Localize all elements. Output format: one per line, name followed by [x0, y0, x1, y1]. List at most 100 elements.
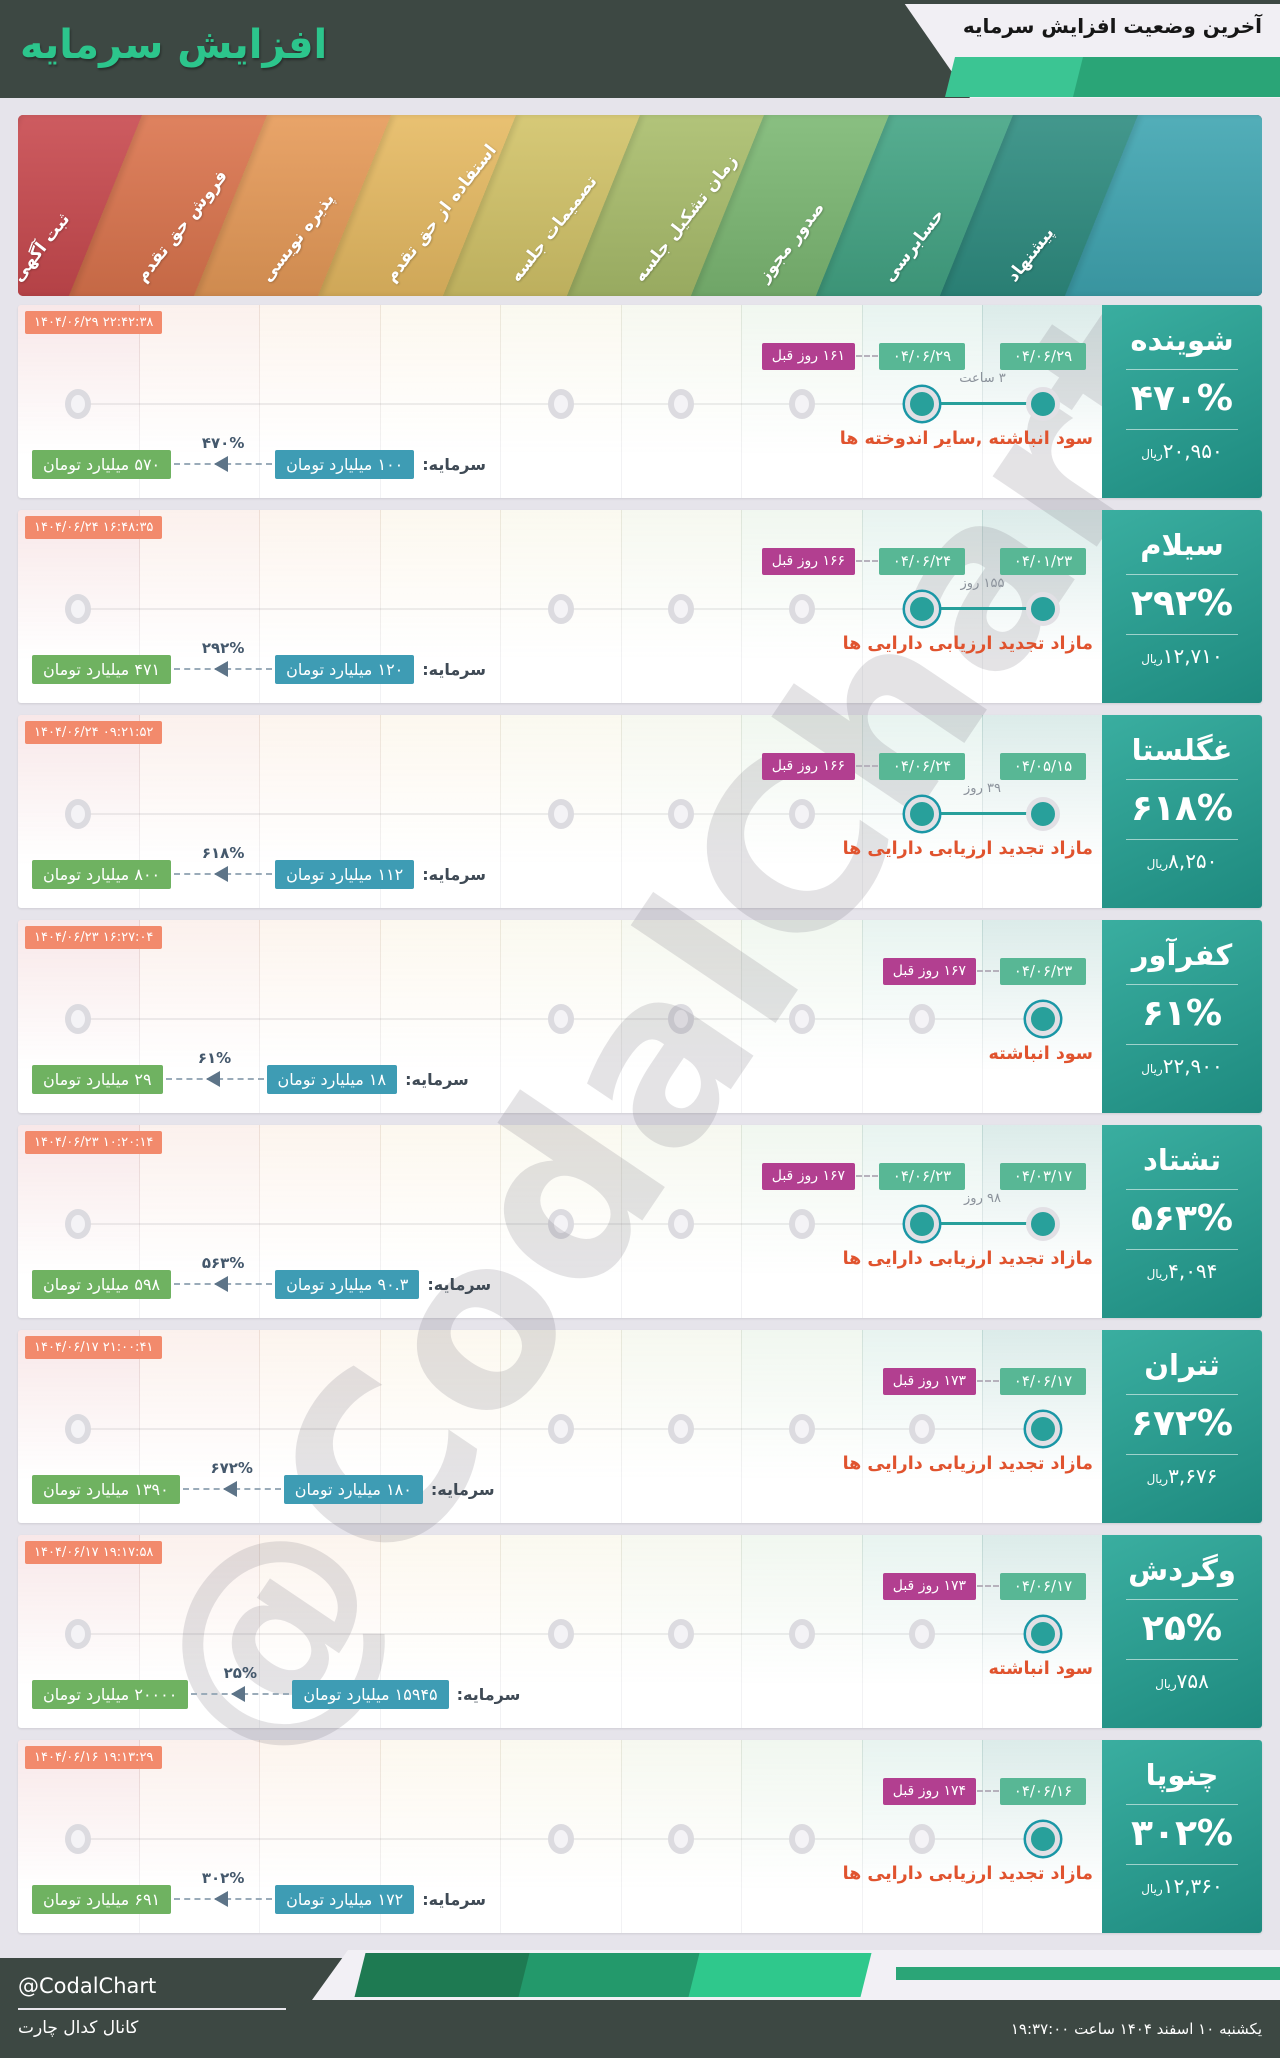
panel-divider [1126, 1864, 1238, 1866]
increase-percent: ۲۵% [1142, 1607, 1223, 1649]
stage-dot-done [1025, 797, 1060, 831]
capital-arrow: ۵۶۳% [171, 1254, 275, 1300]
company-row: ۱۴۰۴/۰۶/۲۹ ۲۲:۴۲:۳۸ ۱۶۱ روز قبل ۰۴/۰۶/۲۹… [18, 305, 1262, 498]
stage-dot-pending [547, 1824, 574, 1854]
capital-line: سرمایه: ۱۵۹۴۵ میلیارد تومان ۲۵% ۲۰۰۰۰ می… [32, 1664, 520, 1710]
badge-dashed-connector [977, 970, 999, 972]
capital-line: سرمایه: ۱۰۰ میلیارد تومان ۴۷۰% ۵۷۰ میلیا… [32, 434, 486, 480]
company-panel: ثتران ۶۷۲% ۳,۶۷۶ریال [1102, 1330, 1262, 1523]
stage-connector-line [922, 1222, 1043, 1225]
capital-arrow: ۴۷۰% [171, 434, 275, 480]
stage-dot-pending [547, 799, 574, 829]
price-value: ۷۵۸ [1176, 1669, 1209, 1694]
company-panel: غگلستا ۶۱۸% ۸,۲۵۰ریال [1102, 715, 1262, 908]
company-name: غگلستا [1131, 733, 1233, 767]
company-name: سیلام [1140, 528, 1224, 562]
stage-date-badge-right: ۰۴/۰۵/۱۵ [1000, 753, 1086, 780]
company-panel: شوینده ۴۷۰% ۲۰,۹۵۰ریال [1102, 305, 1262, 498]
stage-dot-pending [668, 1004, 695, 1034]
capital-percent: ۲۵% [223, 1664, 257, 1682]
capital-label: سرمایه: [422, 659, 486, 679]
badge-dashed-connector [977, 1790, 999, 1792]
stage-dot-pending [788, 799, 815, 829]
footer-green-shape-dark [354, 1953, 534, 1997]
badge-dashed-connector [856, 1175, 878, 1177]
capital-percent: ۵۶۳% [201, 1254, 245, 1272]
badge-dashed-connector [856, 560, 878, 562]
stage-dot-pending [788, 1824, 815, 1854]
stage-dot-pending [547, 594, 574, 624]
price-rial: ۷۵۸ریال [1155, 1669, 1209, 1693]
price-unit: ریال [1141, 447, 1163, 462]
footer-divider [18, 2008, 286, 2010]
stage-dot-pending [788, 389, 815, 419]
stage-dot-pending [668, 1619, 695, 1649]
page-title: افزایش سرمایه [20, 22, 328, 68]
company-row: ۱۴۰۴/۰۶/۱۷ ۲۱:۰۰:۴۱ ۱۷۳ روز قبل ۰۴/۰۶/۱۷… [18, 1330, 1262, 1523]
stage-dot-pending [668, 594, 695, 624]
stage-dot-current [905, 592, 940, 626]
capital-label: سرمایه: [422, 864, 486, 884]
capital-new-badge: ۵۹۸ میلیارد تومان [32, 1269, 172, 1299]
stage-dot-pending [668, 799, 695, 829]
stage-dot-current [1025, 1822, 1060, 1856]
report-timestamp-badge: ۱۴۰۴/۰۶/۲۹ ۲۲:۴۲:۳۸ [25, 311, 163, 334]
capital-current-badge: ۱۰۰ میلیارد تومان [275, 449, 415, 479]
company-row: ۱۴۰۴/۰۶/۲۳ ۱۶:۲۷:۰۴ ۱۶۷ روز قبل ۰۴/۰۶/۲۳… [18, 920, 1262, 1113]
panel-divider [1126, 1044, 1238, 1046]
price-value: ۳,۶۷۶ [1168, 1464, 1218, 1489]
capital-percent: ۲۹۲% [201, 639, 245, 657]
price-unit: ریال [1146, 857, 1169, 872]
stage-date-badge-left: ۰۴/۰۶/۲۳ [879, 1163, 965, 1190]
company-panel: وگردش ۲۵% ۷۵۸ریال [1102, 1535, 1262, 1728]
days-ago-badge: ۱۷۴ روز قبل [882, 1778, 976, 1805]
stage-dot-pending [788, 1619, 815, 1649]
footer-datetime: یکشنبه ۱۰ اسفند ۱۴۰۴ ساعت ۱۹:۳۷:۰۰ [1010, 2020, 1262, 2038]
increase-percent: ۶۷۲% [1131, 1402, 1233, 1444]
stage-dot-done [1025, 592, 1060, 626]
price-value: ۴,۰۹۴ [1168, 1259, 1218, 1284]
price-value: ۸,۲۵۰ [1168, 849, 1218, 874]
price-value: ۱۲,۷۱۰ [1162, 644, 1223, 669]
page-footer: @CodalChart کانال کدال چارت یکشنبه ۱۰ اس… [0, 1950, 1280, 2058]
report-timestamp-badge: ۱۴۰۴/۰۶/۱۶ ۱۹:۱۳:۲۹ [25, 1746, 163, 1769]
company-name: کفرآور [1131, 938, 1233, 972]
stage-date-badge-right: ۰۴/۰۶/۱۶ [1000, 1778, 1086, 1805]
panel-divider [1126, 1598, 1238, 1600]
capital-percent: ۳۰۲% [201, 1869, 245, 1887]
days-ago-badge: ۱۶۶ روز قبل [761, 548, 855, 575]
header-green-ribbon-dark [1073, 57, 1280, 97]
capital-percent: ۴۷۰% [201, 434, 245, 452]
price-unit: ریال [1146, 1267, 1169, 1282]
stage-dot-pending [909, 1414, 936, 1444]
arrow-head-icon [214, 1891, 229, 1907]
footer-green-shape-light [688, 1953, 872, 1997]
stage-dot-pending [788, 1414, 815, 1444]
company-row: ۱۴۰۴/۰۶/۲۳ ۱۰:۲۰:۱۴ ۱۶۷ روز قبل ۰۴/۰۶/۲۳… [18, 1125, 1262, 1318]
stage-dot-done [1025, 387, 1060, 421]
panel-divider [1126, 368, 1238, 370]
arrow-head-icon [214, 866, 229, 882]
increase-source-label: مازاد تجدید ارزیابی دارایی ها [842, 1249, 1093, 1269]
header-dark-banner: افزایش سرمایه [0, 0, 970, 98]
stage-dot-pending [65, 1209, 92, 1239]
increase-percent: ۲۹۲% [1131, 582, 1233, 624]
capital-current-badge: ۱۷۲ میلیارد تومان [275, 1884, 415, 1914]
capital-line: سرمایه: ۱۷۲ میلیارد تومان ۳۰۲% ۶۹۱ میلیا… [32, 1869, 486, 1915]
company-rows-container: ۱۴۰۴/۰۶/۲۹ ۲۲:۴۲:۳۸ ۱۶۱ روز قبل ۰۴/۰۶/۲۹… [18, 305, 1262, 1933]
company-name: شوینده [1130, 323, 1234, 357]
duration-label: ۱۵۵ روز [960, 576, 1005, 591]
stage-legend-band: ثبت آگهی فروش حق تقدم پذیره نویسی استفاده ا… [18, 115, 1262, 296]
price-rial: ۸,۲۵۰ریال [1147, 849, 1218, 873]
capital-percent: ۶۷۲% [210, 1459, 253, 1477]
capital-current-badge: ۱۲۰ میلیارد تومان [275, 654, 415, 684]
company-panel: کفرآور ۶۱% ۲۲,۹۰۰ریال [1102, 920, 1262, 1113]
stage-dot-pending [668, 1209, 695, 1239]
price-value: ۱۲,۳۶۰ [1162, 1874, 1223, 1899]
badge-dashed-connector [856, 355, 878, 357]
days-ago-badge: ۱۶۶ روز قبل [761, 753, 855, 780]
days-ago-badge: ۱۷۳ روز قبل [882, 1368, 976, 1395]
price-unit: ریال [1141, 652, 1163, 667]
panel-divider [1126, 1188, 1238, 1190]
